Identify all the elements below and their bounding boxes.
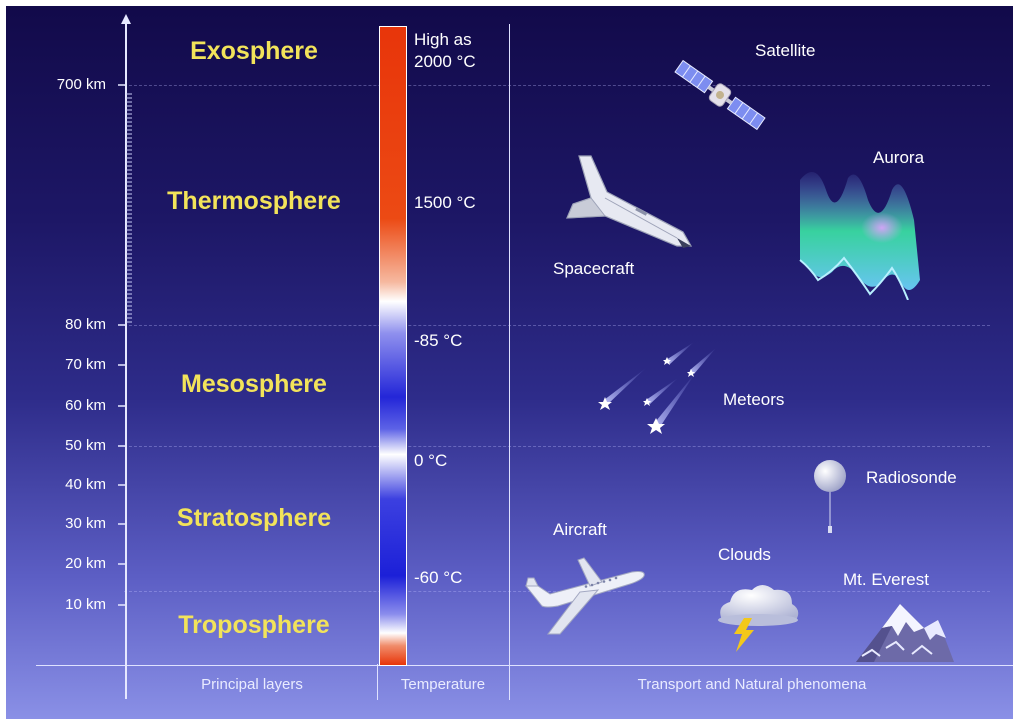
footer-temperature: Temperature <box>400 676 486 693</box>
clouds-icon <box>718 585 799 626</box>
label-aircraft: Aircraft <box>553 520 607 539</box>
label-clouds: Clouds <box>718 545 771 564</box>
column-divider-right <box>509 24 510 700</box>
aircraft-icon <box>524 557 645 635</box>
label-spacecraft: Spacecraft <box>553 259 635 278</box>
temperature-gradient-bar <box>379 26 407 666</box>
label-meteors: Meteors <box>723 390 785 409</box>
altitude-label-20: 20 km <box>65 555 106 572</box>
temp-label-minus60: -60 °C <box>414 568 463 587</box>
mountain-icon <box>856 604 954 662</box>
aurora-icon <box>799 172 920 300</box>
altitude-label-30: 30 km <box>65 515 106 532</box>
altitude-guide-50 <box>124 446 990 447</box>
layer-thermosphere: Thermosphere <box>167 187 341 215</box>
label-satellite: Satellite <box>755 41 816 60</box>
layer-exosphere: Exosphere <box>190 37 318 65</box>
altitude-label-700: 700 km <box>56 76 106 93</box>
temp-label-high-line2: 2000 °C <box>414 52 476 71</box>
altitude-label-40: 40 km <box>65 476 106 493</box>
temp-label-1500: 1500 °C <box>414 193 476 212</box>
column-divider-left <box>377 664 378 700</box>
label-radiosonde: Radiosonde <box>866 468 957 487</box>
layer-troposphere: Troposphere <box>178 611 330 639</box>
altitude-guide-80 <box>124 325 990 326</box>
temp-label-0: 0 °C <box>414 451 448 470</box>
meteors-icon <box>598 342 716 434</box>
spacecraft-icon <box>566 155 693 248</box>
altitude-label-60: 60 km <box>65 397 106 414</box>
altitude-label-80: 80 km <box>65 316 106 333</box>
altitude-label-70: 70 km <box>65 356 106 373</box>
label-aurora: Aurora <box>873 148 925 167</box>
label-everest: Mt. Everest <box>843 570 929 589</box>
altitude-axis <box>118 14 132 699</box>
ground-line <box>36 665 1013 666</box>
lightning-icon <box>734 618 754 652</box>
altitude-guide-10 <box>124 591 990 592</box>
footer-principal-layers: Principal layers <box>201 676 303 693</box>
layer-stratosphere: Stratosphere <box>176 504 332 532</box>
temp-label-high-line1: High as <box>414 30 472 49</box>
altitude-label-10: 10 km <box>65 596 106 613</box>
radiosonde-icon <box>814 460 846 533</box>
temp-label-minus85: -85 °C <box>414 331 463 350</box>
altitude-label-50: 50 km <box>65 437 106 454</box>
layer-mesosphere: Mesosphere <box>181 370 327 398</box>
footer-transport: Transport and Natural phenomena <box>637 676 867 693</box>
altitude-guide-700 <box>124 85 990 86</box>
satellite-icon <box>674 59 766 131</box>
